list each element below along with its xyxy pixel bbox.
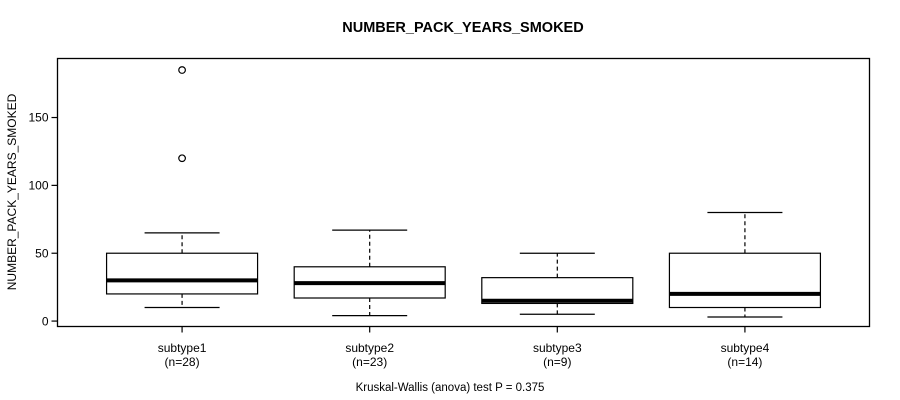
x-category-count: (n=14) xyxy=(727,355,762,369)
x-category-count: (n=9) xyxy=(543,355,571,369)
plot-frame xyxy=(56,57,871,328)
y-axis-label: NUMBER_PACK_YEARS_SMOKED xyxy=(5,93,19,290)
x-category-label: subtype3 xyxy=(533,341,582,355)
x-category-label: subtype2 xyxy=(345,341,394,355)
y-tick-label: 0 xyxy=(42,314,49,328)
iqr-box xyxy=(668,252,822,309)
outlier-point xyxy=(178,154,186,163)
iqr-box xyxy=(105,252,259,295)
y-tick-label: 50 xyxy=(35,246,49,260)
y-tick-label: 150 xyxy=(28,111,48,125)
x-category-count: (n=28) xyxy=(165,355,200,369)
outlier-point xyxy=(178,66,186,74)
plot-layer: 0 50 100 150 subtype1(n=28) subtype2(n=23) sub… xyxy=(28,57,871,369)
y-tick-label: 100 xyxy=(28,179,48,193)
x-category-count: (n=23) xyxy=(352,355,387,369)
x-category-label: subtype1 xyxy=(158,341,207,355)
stat-test-footer: Kruskal-Wallis (anova) test P = 0.375 xyxy=(356,382,545,394)
chart-title: NUMBER_PACK_YEARS_SMOKED xyxy=(342,20,583,36)
x-category-label: subtype4 xyxy=(721,341,770,355)
